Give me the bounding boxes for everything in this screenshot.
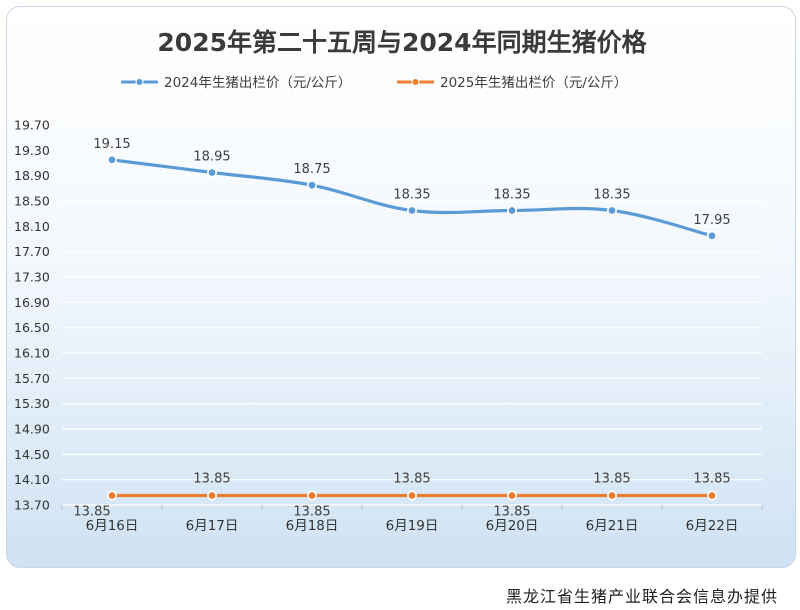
legend-item-2025: 2025年生猪出栏价（元/公斤） [397,75,627,91]
data-label: 13.85 [693,472,730,487]
data-label: 13.85 [73,505,110,520]
data-label: 13.85 [193,472,230,487]
chart-panel [6,6,796,568]
x-tick-label: 6月21日 [586,518,639,534]
data-point [706,230,717,241]
y-tick-label: 18.50 [14,194,50,209]
data-label: 13.85 [293,505,330,520]
x-tick-label: 6月20日 [486,518,539,534]
data-point [306,180,317,191]
y-tick-label: 17.30 [14,270,50,285]
data-label: 18.35 [493,188,530,203]
data-label: 18.35 [393,188,430,203]
data-point [207,167,218,178]
data-label: 13.85 [593,472,630,487]
y-tick-label: 19.70 [14,118,50,133]
data-label: 19.15 [93,137,130,152]
x-tick-label: 6月17日 [186,518,239,534]
chart-title: 2025年第二十五周与2024年同期生猪价格 [157,28,647,57]
y-tick-label: 13.70 [14,498,50,513]
y-tick-label: 18.90 [14,168,50,183]
y-tick-label: 16.50 [14,320,50,335]
data-point [706,490,717,501]
y-tick-label: 14.50 [14,447,50,462]
data-point [406,490,417,501]
y-tick-label: 16.90 [14,295,50,310]
legend-item-2024: 2024年生猪出栏价（元/公斤） [121,75,351,91]
y-tick-label: 15.70 [14,371,50,386]
data-point [606,490,617,501]
legend: 2024年生猪出栏价（元/公斤） 2025年生猪出栏价（元/公斤） [121,75,627,91]
y-tick-label: 18.10 [14,219,50,234]
y-tick-label: 14.10 [14,472,50,487]
data-label: 13.85 [493,505,530,520]
legend-label-2024: 2024年生猪出栏价（元/公斤） [164,75,351,91]
data-point [207,490,218,501]
data-point [506,205,517,216]
x-tick-label: 6月16日 [86,518,139,534]
y-tick-label: 17.70 [14,244,50,259]
legend-marker-2025 [411,78,420,86]
data-point [107,490,118,501]
x-tick-label: 6月18日 [286,518,339,534]
data-label: 13.85 [393,472,430,487]
y-tick-label: 16.10 [14,346,50,361]
plot-area: 19.70 19.30 18.90 18.50 18.10 17.70 17.30 16.90… [14,118,763,534]
footer-credit: 黑龙江省生猪产业联合会信息办提供 [505,587,778,606]
data-label: 18.95 [193,150,230,165]
data-point [506,490,517,501]
data-point [107,154,118,165]
data-point [406,205,417,216]
x-tick-label: 6月22日 [686,518,739,534]
data-point [606,205,617,216]
x-tick-label: 6月19日 [386,518,439,534]
legend-label-2025: 2025年生猪出栏价（元/公斤） [440,75,627,91]
y-tick-label: 15.30 [14,396,50,411]
y-tick-label: 14.90 [14,422,50,437]
legend-marker-2024 [135,78,144,86]
data-label: 18.75 [293,162,330,177]
data-label: 18.35 [593,188,630,203]
data-point [306,490,317,501]
y-tick-label: 19.30 [14,143,50,158]
data-label: 17.95 [693,213,730,228]
